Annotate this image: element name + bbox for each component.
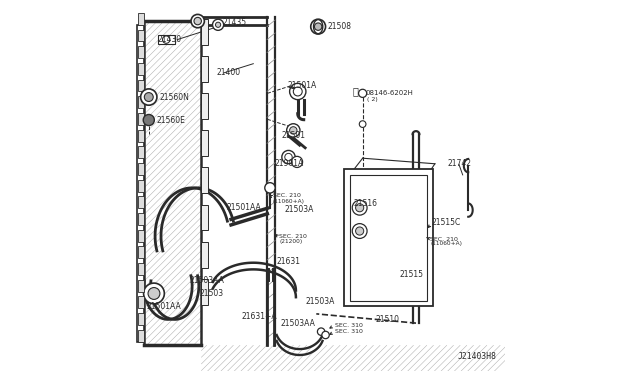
Bar <box>138 196 143 208</box>
Text: 21503AA: 21503AA <box>281 320 316 328</box>
Circle shape <box>356 203 364 212</box>
Bar <box>138 230 143 241</box>
Bar <box>201 205 208 231</box>
Bar <box>344 169 433 307</box>
Bar <box>201 167 208 193</box>
Circle shape <box>143 283 164 304</box>
Bar <box>157 35 175 44</box>
Text: 21435: 21435 <box>223 19 247 28</box>
Circle shape <box>352 200 367 215</box>
Bar <box>138 113 143 125</box>
Circle shape <box>311 19 326 34</box>
Text: 21430: 21430 <box>157 35 182 44</box>
Bar <box>201 93 208 119</box>
Circle shape <box>191 15 204 28</box>
Text: 21631+A: 21631+A <box>241 312 277 321</box>
Text: (21200): (21200) <box>279 240 303 244</box>
Bar <box>201 131 208 156</box>
Bar <box>201 56 208 82</box>
Bar <box>138 280 143 292</box>
Text: (11060+A): (11060+A) <box>273 199 305 204</box>
Bar <box>201 19 208 45</box>
Circle shape <box>216 22 221 28</box>
Bar <box>138 25 144 341</box>
Ellipse shape <box>314 20 323 34</box>
Circle shape <box>287 124 300 137</box>
Bar <box>138 330 143 341</box>
Text: SEC. 210: SEC. 210 <box>273 193 301 198</box>
Text: 21515: 21515 <box>400 270 424 279</box>
Circle shape <box>317 328 325 335</box>
Text: SEC. 310: SEC. 310 <box>335 323 363 328</box>
Text: 21503AA: 21503AA <box>189 276 225 285</box>
Bar <box>138 213 143 225</box>
Text: 21503A: 21503A <box>305 297 335 306</box>
Circle shape <box>148 288 160 299</box>
Circle shape <box>194 17 202 25</box>
Text: 21400: 21400 <box>216 68 241 77</box>
Text: 21515C: 21515C <box>432 218 461 227</box>
Circle shape <box>314 23 322 31</box>
Text: SEC. 210: SEC. 210 <box>279 234 307 238</box>
Text: J21403H8: J21403H8 <box>457 352 496 361</box>
Text: SEC. 310: SEC. 310 <box>335 329 363 334</box>
Text: 21510: 21510 <box>376 315 399 324</box>
Bar <box>138 63 143 75</box>
Circle shape <box>282 150 295 164</box>
Bar <box>138 146 143 158</box>
Bar <box>138 163 143 175</box>
Bar <box>138 80 143 92</box>
Bar <box>144 21 202 345</box>
Circle shape <box>141 89 157 105</box>
Circle shape <box>290 127 297 134</box>
Circle shape <box>290 83 306 100</box>
Circle shape <box>285 153 292 161</box>
Text: 21516: 21516 <box>353 199 378 208</box>
Bar <box>138 180 143 192</box>
Text: 21560N: 21560N <box>159 93 189 102</box>
Text: 21508: 21508 <box>328 22 351 31</box>
Text: (11060+A): (11060+A) <box>430 241 462 246</box>
Bar <box>201 279 208 305</box>
Text: 21560E: 21560E <box>157 116 186 125</box>
Bar <box>349 175 428 301</box>
Circle shape <box>359 121 366 128</box>
Bar <box>201 241 208 267</box>
Text: SEC. 210: SEC. 210 <box>430 237 458 242</box>
Bar <box>138 13 143 25</box>
Text: 21501: 21501 <box>281 131 305 141</box>
Text: 08146-6202H: 08146-6202H <box>366 90 414 96</box>
Circle shape <box>352 224 367 238</box>
Circle shape <box>163 36 170 43</box>
Circle shape <box>265 183 275 193</box>
Circle shape <box>293 87 302 96</box>
Bar <box>138 296 143 308</box>
Bar <box>138 30 143 41</box>
Circle shape <box>143 115 154 126</box>
Circle shape <box>358 89 367 97</box>
Text: Ⓑ: Ⓑ <box>353 87 359 96</box>
Text: 21503: 21503 <box>200 289 223 298</box>
Text: 21631: 21631 <box>276 257 301 266</box>
Text: 21501A: 21501A <box>288 81 317 90</box>
Text: 21901A: 21901A <box>275 159 304 168</box>
Text: 21742: 21742 <box>448 159 472 168</box>
Text: 21501AA: 21501AA <box>227 203 261 212</box>
Circle shape <box>322 331 329 339</box>
Bar <box>138 246 143 258</box>
Bar <box>138 313 143 325</box>
Bar <box>138 96 143 108</box>
Circle shape <box>291 156 303 167</box>
Circle shape <box>212 19 223 31</box>
Text: 21501AA: 21501AA <box>147 302 181 311</box>
Text: ( 2): ( 2) <box>367 97 378 102</box>
Bar <box>138 130 143 141</box>
Bar <box>138 263 143 275</box>
Bar <box>138 46 143 58</box>
Text: 21503A: 21503A <box>285 205 314 214</box>
Circle shape <box>356 227 364 235</box>
Circle shape <box>145 93 153 102</box>
